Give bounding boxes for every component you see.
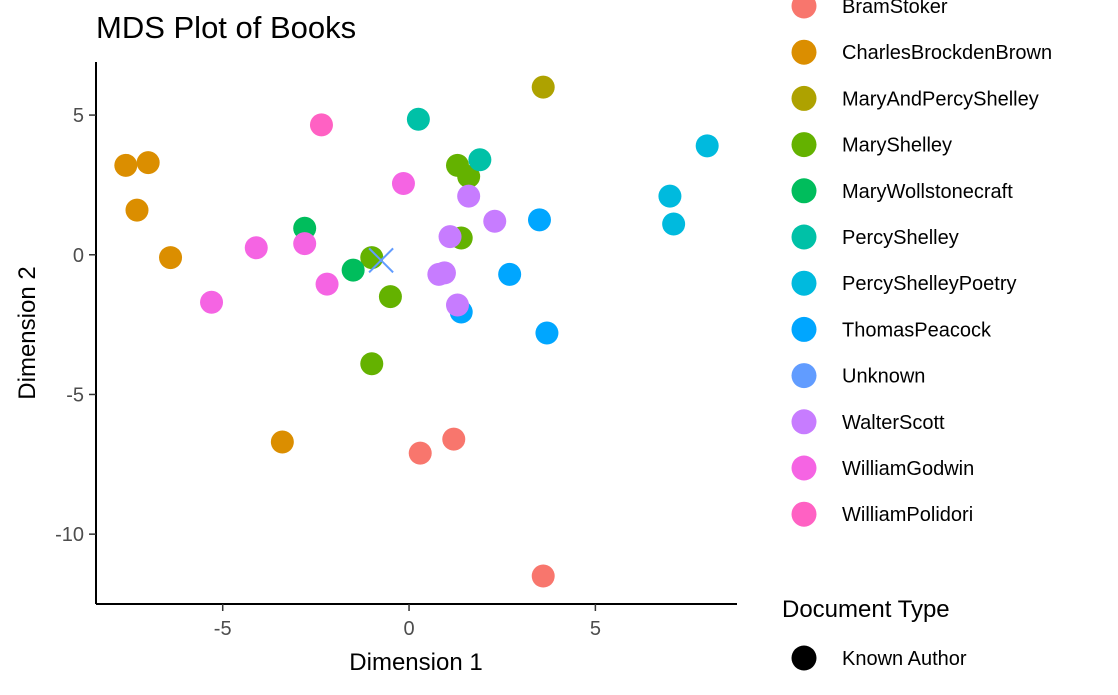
y-axis-label: Dimension 2 bbox=[14, 266, 41, 399]
x-tick-label: -5 bbox=[214, 618, 232, 640]
data-point-charlesbrockdenbrown bbox=[114, 153, 138, 177]
legend-document-type: Known Author bbox=[791, 645, 967, 671]
data-point-williamgodwin bbox=[293, 232, 317, 256]
legend-key-charlesbrockdenbrown bbox=[791, 39, 817, 65]
y-tick-label: 5 bbox=[73, 105, 84, 127]
data-point-bramstoker bbox=[531, 564, 555, 588]
data-point-maryshelley bbox=[378, 285, 402, 309]
legend-label-maryandpercyshelley: MaryAndPercyShelley bbox=[842, 88, 1039, 110]
data-point-unknown bbox=[368, 247, 394, 274]
legend-key-percyshelley bbox=[791, 224, 817, 250]
data-point-charlesbrockdenbrown bbox=[159, 246, 183, 270]
legend-key-williampolidori bbox=[791, 501, 817, 527]
data-point-charlesbrockdenbrown bbox=[136, 151, 160, 175]
data-point-walterscott bbox=[483, 209, 507, 233]
y-tick-label: 0 bbox=[73, 245, 84, 267]
y-tick-label: -10 bbox=[55, 524, 84, 546]
legend-label-percyshelleypoetry: PercyShelleyPoetry bbox=[842, 273, 1017, 295]
x-axis-ticks: -5 0 5 bbox=[214, 604, 601, 640]
legend-label-williamgodwin: WilliamGodwin bbox=[842, 458, 974, 480]
data-point-walterscott bbox=[445, 293, 469, 317]
data-point-maryshelley bbox=[457, 165, 481, 189]
data-point-williamgodwin bbox=[391, 172, 415, 196]
data-point-williamgodwin bbox=[315, 272, 339, 296]
legend-label-bramstoker: BramStoker bbox=[842, 0, 948, 18]
legend-key-maryandpercyshelley bbox=[791, 85, 817, 111]
legend-key-unknown bbox=[791, 363, 817, 389]
x-tick-label: 5 bbox=[590, 618, 601, 640]
chart-title: MDS Plot of Books bbox=[96, 10, 356, 45]
legend-label-thomaspeacock: ThomasPeacock bbox=[842, 319, 992, 341]
data-point-charlesbrockdenbrown bbox=[125, 198, 149, 222]
data-point-marywollstonecraft bbox=[341, 258, 365, 282]
y-tick-label: -5 bbox=[66, 384, 84, 406]
data-point-walterscott bbox=[438, 225, 462, 249]
legend-key-thomaspeacock bbox=[791, 316, 817, 342]
data-point-charlesbrockdenbrown bbox=[270, 430, 294, 454]
data-point-walterscott bbox=[432, 261, 456, 285]
legend-key-percyshelleypoetry bbox=[791, 270, 817, 296]
data-point-williamgodwin bbox=[200, 290, 224, 314]
legend-author: BramStoker CharlesBrockdenBrown MaryAndPer… bbox=[791, 0, 1052, 527]
legend-key-bramstoker bbox=[791, 0, 817, 19]
plot-area bbox=[114, 75, 719, 588]
data-point-williamgodwin bbox=[244, 236, 268, 260]
legend-label-percyshelley: PercyShelley bbox=[842, 227, 959, 249]
legend-key-walterscott bbox=[791, 409, 817, 435]
legend-label-marywollstonecraft: MaryWollstonecraft bbox=[842, 181, 1013, 203]
data-point-maryshelley bbox=[360, 352, 384, 376]
data-point-bramstoker bbox=[442, 427, 466, 451]
y-axis-ticks: -10 -5 0 5 bbox=[55, 105, 96, 546]
legend-label-charlesbrockdenbrown: CharlesBrockdenBrown bbox=[842, 42, 1052, 64]
data-point-walterscott bbox=[457, 184, 481, 208]
data-point-thomaspeacock bbox=[535, 321, 559, 345]
legend-label-known-author: Known Author bbox=[842, 648, 967, 670]
data-point-maryandpercyshelley bbox=[531, 75, 555, 99]
legend-label-maryshelley: MaryShelley bbox=[842, 135, 952, 157]
data-point-percyshelleypoetry bbox=[658, 184, 682, 208]
x-tick-label: 0 bbox=[403, 618, 414, 640]
data-point-percyshelley bbox=[406, 107, 430, 131]
legend-key-maryshelley bbox=[791, 132, 817, 158]
data-point-williampolidori bbox=[309, 113, 333, 137]
legend-label-walterscott: WalterScott bbox=[842, 412, 945, 434]
data-point-percyshelley bbox=[468, 148, 492, 172]
data-point-maryshelley bbox=[360, 246, 384, 270]
legend-label-unknown: Unknown bbox=[842, 366, 925, 388]
data-point-thomaspeacock bbox=[527, 208, 551, 232]
legend-key-williamgodwin bbox=[791, 455, 817, 481]
data-point-bramstoker bbox=[408, 441, 432, 465]
legend-type-title: Document Type bbox=[782, 596, 950, 623]
x-axis-label: Dimension 1 bbox=[349, 649, 482, 676]
legend-label-williampolidori: WilliamPolidori bbox=[842, 504, 973, 526]
data-point-thomaspeacock bbox=[498, 262, 522, 286]
legend-key-marywollstonecraft bbox=[791, 178, 817, 204]
legend-key-known-author bbox=[791, 645, 817, 671]
data-point-percyshelleypoetry bbox=[695, 134, 719, 158]
data-point-percyshelleypoetry bbox=[662, 212, 686, 236]
